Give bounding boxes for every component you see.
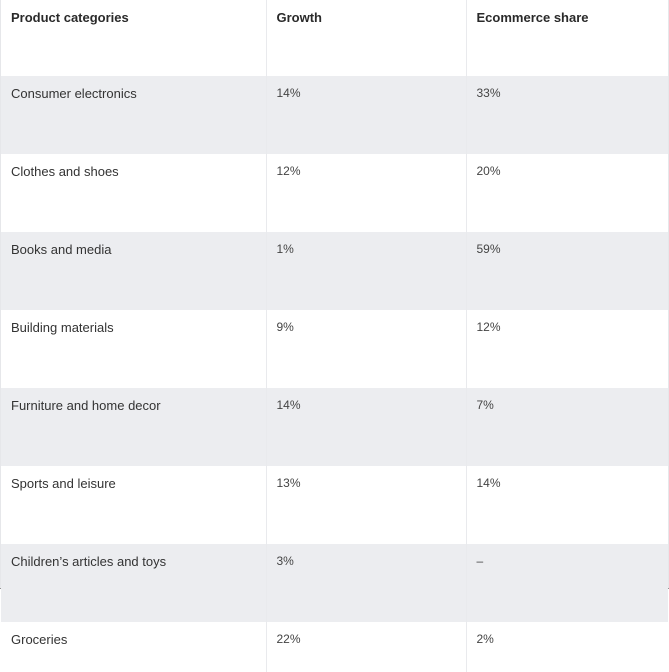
share-cell: 20% [465, 154, 668, 232]
growth-cell: 1% [265, 232, 466, 310]
growth-cell: 9% [265, 310, 466, 388]
growth-cell: 12% [265, 154, 466, 232]
share-cell: – [465, 544, 668, 622]
table-row: Consumer electronics 14% 33% [1, 76, 668, 154]
table-row: Books and media 1% 59% [1, 232, 668, 310]
category-cell: Books and media [1, 232, 266, 310]
category-cell: Groceries [1, 622, 266, 672]
table-header-row: Product categories Growth Ecommerce shar… [1, 0, 668, 76]
growth-cell: 14% [265, 76, 466, 154]
growth-cell: 14% [265, 388, 466, 466]
category-cell: Sports and leisure [1, 466, 266, 544]
category-cell: Building materials [1, 310, 266, 388]
share-cell: 33% [465, 76, 668, 154]
table-row: Sports and leisure 13% 14% [1, 466, 668, 544]
share-cell: 14% [465, 466, 668, 544]
share-cell: 12% [465, 310, 668, 388]
share-cell: 2% [465, 622, 668, 672]
category-cell: Clothes and shoes [1, 154, 266, 232]
table-row: Children’s articles and toys 3% – [1, 544, 668, 622]
growth-cell: 22% [265, 622, 466, 672]
growth-cell: 3% [265, 544, 466, 622]
header-ecommerce-share: Ecommerce share [465, 0, 668, 76]
category-cell: Furniture and home decor [1, 388, 266, 466]
table-row: Building materials 9% 12% [1, 310, 668, 388]
header-product-categories: Product categories [1, 0, 266, 76]
table-row: Groceries 22% 2% [1, 622, 668, 672]
growth-cell: 13% [265, 466, 466, 544]
category-cell: Children’s articles and toys [1, 544, 266, 622]
table-row: Clothes and shoes 12% 20% [1, 154, 668, 232]
share-cell: 59% [465, 232, 668, 310]
table-row: Furniture and home decor 14% 7% [1, 388, 668, 466]
category-cell: Consumer electronics [1, 76, 266, 154]
share-cell: 7% [465, 388, 668, 466]
header-growth: Growth [265, 0, 466, 76]
